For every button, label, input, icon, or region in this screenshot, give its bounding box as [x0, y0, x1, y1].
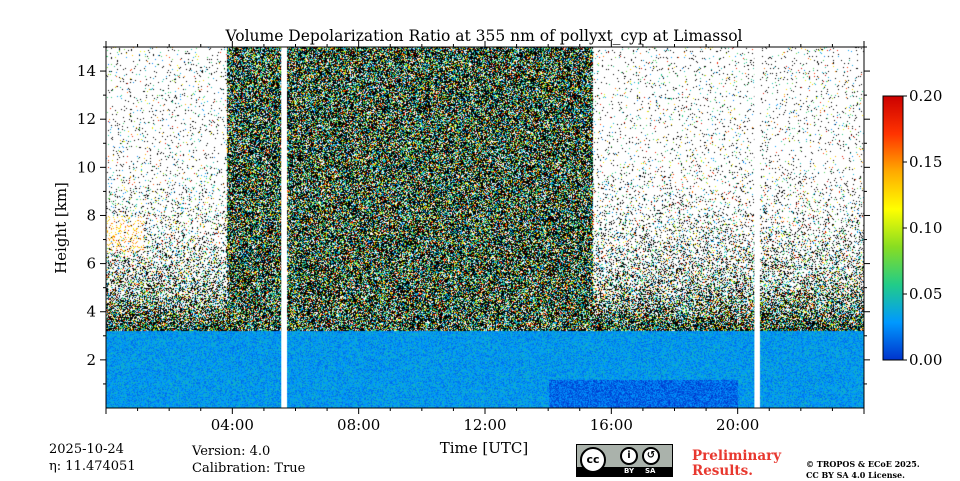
- colorbar-tick-label: 0.15: [909, 153, 942, 171]
- copyright-notice: © TROPOS & ECoE 2025. CC BY SA 4.0 Licen…: [806, 459, 920, 481]
- y-axis-label: Height [km]: [52, 182, 70, 274]
- y-tick-label: 2: [86, 351, 96, 369]
- x-tick-label: 20:00: [716, 416, 759, 434]
- x-tick-label: 08:00: [337, 416, 380, 434]
- chart-title: Volume Depolarization Ratio at 355 nm of…: [224, 27, 742, 45]
- footer-version: Version: 4.0: [192, 444, 271, 459]
- badge-sa-label: SA: [645, 467, 656, 475]
- x-tick-label: 16:00: [590, 416, 633, 434]
- y-tick-label: 10: [77, 158, 96, 176]
- cc-icon: cc: [580, 447, 606, 473]
- data-gap-1: [281, 47, 287, 408]
- plot-area: [106, 47, 864, 408]
- x-axis-label: Time [UTC]: [440, 439, 529, 457]
- colorbar-tick-label: 0.05: [909, 285, 942, 303]
- sa-share-alike-icon: ↺: [642, 447, 660, 465]
- y-tick-label: 4: [86, 303, 96, 321]
- copyright-line-1: © TROPOS & ECoE 2025.: [806, 459, 920, 469]
- preliminary-notice: Preliminary Results.: [692, 449, 781, 479]
- colorbar-tick-label: 0.00: [909, 351, 942, 369]
- preliminary-line-2: Results.: [692, 463, 753, 479]
- y-tick-label: 12: [77, 110, 96, 128]
- colorbar-gradient: [882, 95, 904, 361]
- by-attribution-icon: i: [620, 447, 638, 465]
- footer-calibration: Calibration: True: [192, 461, 306, 476]
- cc-license-badge: cc i ↺ BY SA: [576, 444, 673, 477]
- footer-date-block: 2025-10-24 η: 11.474051: [49, 441, 136, 475]
- badge-by-label: BY: [624, 467, 635, 475]
- badge-strip: [577, 467, 672, 476]
- colorbar-tick-label: 0.20: [909, 87, 942, 105]
- y-tick-label: 6: [86, 255, 96, 273]
- footer-date: 2025-10-24: [49, 442, 124, 457]
- axes: 04:00 08:00 12:00 16:00 20:00 2 4 6 8 10 12 14: [77, 41, 870, 434]
- y-tick-label: 14: [77, 62, 96, 80]
- depolarization-heatmap: [106, 47, 864, 408]
- preliminary-line-1: Preliminary: [692, 448, 782, 464]
- colorbar-tick-label: 0.10: [909, 219, 942, 237]
- footer-eta: η: 11.474051: [49, 459, 136, 474]
- footer-version-block: Version: 4.0 Calibration: True: [192, 443, 305, 477]
- copyright-line-2: CC BY SA 4.0 License.: [806, 470, 905, 480]
- data-gap-2: [754, 47, 760, 408]
- x-tick-label: 12:00: [463, 416, 506, 434]
- colorbar: 0.00 0.05 0.10 0.15 0.20: [882, 87, 942, 369]
- y-tick-label: 8: [86, 206, 96, 224]
- x-tick-label: 04:00: [211, 416, 254, 434]
